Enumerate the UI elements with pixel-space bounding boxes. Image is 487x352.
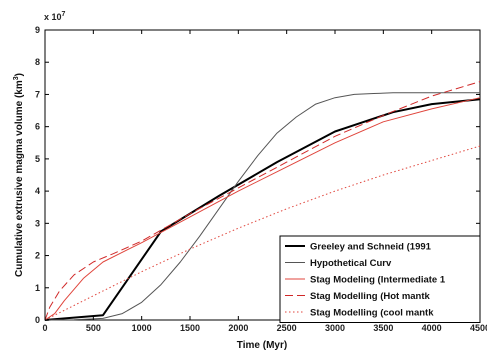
y-tick-label: 5 xyxy=(35,154,40,164)
legend-entry-5: Stag Modelling (cool mantk xyxy=(310,308,434,319)
x-tick-label: 1000 xyxy=(132,323,152,333)
series-layer xyxy=(44,81,481,321)
series-line-4 xyxy=(44,81,481,321)
series-line-3 xyxy=(44,97,481,321)
x-tick-label: 0 xyxy=(42,323,47,333)
plot-area xyxy=(44,29,481,321)
legend: Greeley and Schneid (1991 Hypothetical Cu… xyxy=(279,235,481,323)
series-line-2 xyxy=(44,92,480,321)
legend-entry-2: Hypothetical Curv xyxy=(310,258,392,269)
series-line-5 xyxy=(44,145,481,321)
x-tick-label: 2500 xyxy=(277,323,297,333)
y-tick-label: 0 xyxy=(35,315,40,325)
legend-entry-4: Stag Modelling (Hot mantk xyxy=(310,291,431,302)
y-tick-label: 1 xyxy=(35,283,40,293)
y-exponent-label: x 107 xyxy=(44,11,66,22)
y-tick-label: 2 xyxy=(35,251,40,261)
legend-entry-3: Stag Modeling (Intermediate 1 xyxy=(310,275,446,286)
y-tick-label: 4 xyxy=(35,186,40,196)
series-line-1 xyxy=(44,98,481,321)
y-axis-label: Cumulative extrusive magma volume (km3) xyxy=(13,73,25,277)
y-tick-label: 9 xyxy=(35,25,40,35)
x-tick-label: 3000 xyxy=(325,323,345,333)
x-tick-label: 500 xyxy=(86,323,101,333)
y-tick-label: 8 xyxy=(35,57,40,67)
y-tick-label: 6 xyxy=(35,122,40,132)
legend-entry-1: Greeley and Schneid (1991 xyxy=(310,242,432,253)
x-tick-label: 4000 xyxy=(422,323,442,333)
legend-box xyxy=(279,235,481,323)
x-tick-label: 2000 xyxy=(228,323,248,333)
y-tick-label: 7 xyxy=(35,89,40,99)
x-axis-label: Time (Myr) xyxy=(237,340,287,351)
x-tick-label: 1500 xyxy=(180,323,200,333)
y-tick-label: 3 xyxy=(35,218,40,228)
x-tick-label: 3500 xyxy=(373,323,393,333)
